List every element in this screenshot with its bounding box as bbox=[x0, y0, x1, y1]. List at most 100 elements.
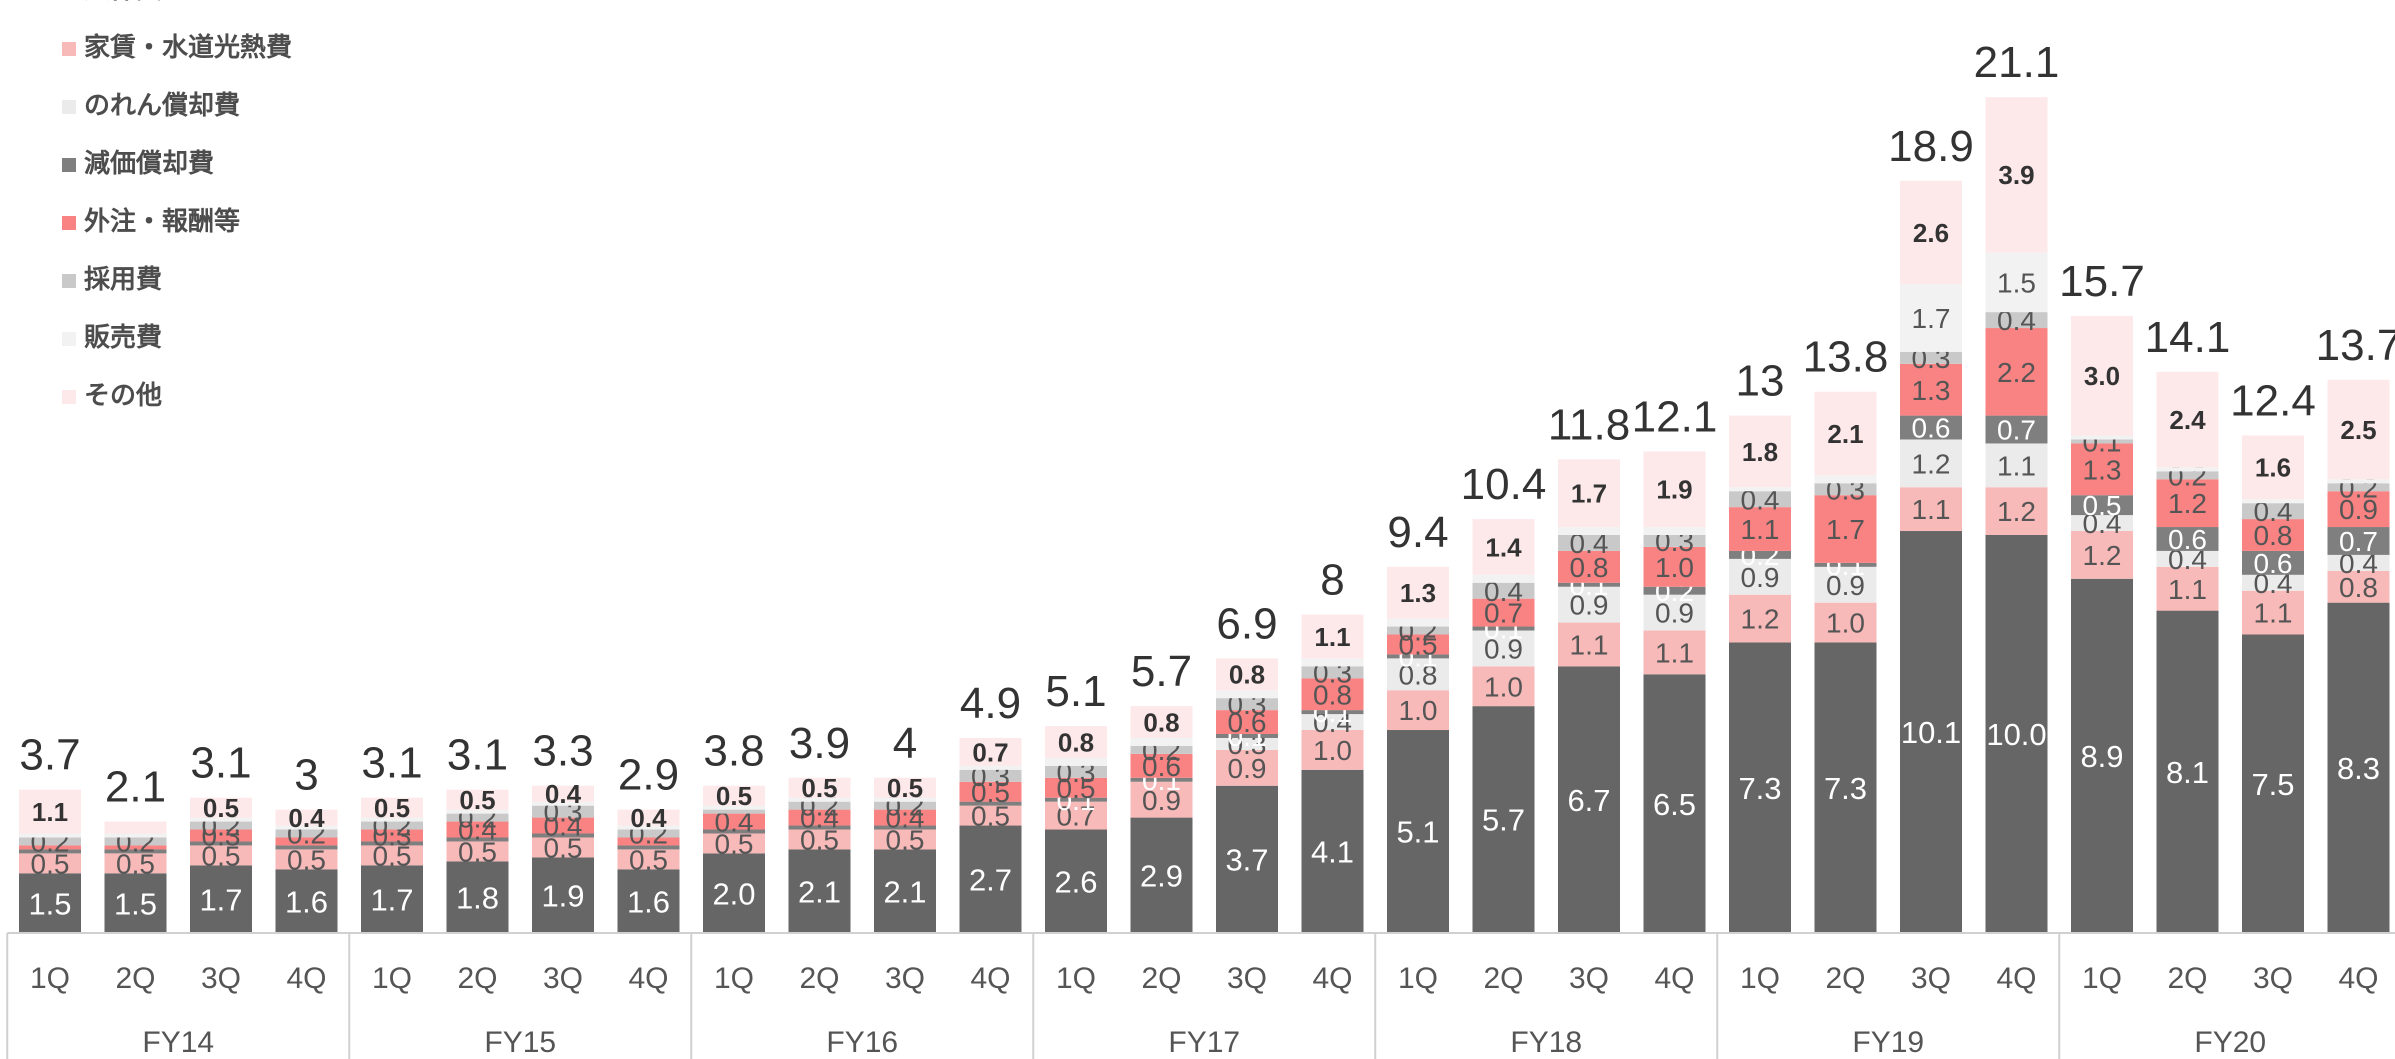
bar-segment bbox=[275, 849, 338, 870]
bar-segment bbox=[1130, 706, 1193, 738]
segment-value-label: 1.1 bbox=[1997, 450, 2036, 481]
bar-segment bbox=[1387, 634, 1449, 655]
bar-segment bbox=[1387, 658, 1449, 691]
legend-label: 減価償却費 bbox=[84, 149, 214, 179]
bar-segment bbox=[874, 801, 936, 810]
bar-segment bbox=[959, 825, 1022, 933]
bar-segment bbox=[361, 829, 423, 842]
segment-value-label: 0.6 bbox=[1142, 751, 1181, 782]
segment-value-label: 2.5 bbox=[2340, 415, 2376, 445]
bar-segment bbox=[1985, 328, 2048, 416]
bar-segment bbox=[703, 833, 765, 854]
bar-segment bbox=[1558, 527, 1620, 535]
legend-swatch bbox=[62, 274, 76, 288]
bar-segment bbox=[104, 845, 167, 850]
bar-segment bbox=[617, 837, 680, 846]
bar-segment bbox=[1387, 690, 1449, 731]
segment-value-label: 8.1 bbox=[2166, 755, 2209, 790]
bar-segment bbox=[446, 821, 509, 838]
bar-segment bbox=[190, 829, 252, 842]
bar-segment bbox=[446, 813, 509, 822]
segment-value-label: 2.6 bbox=[1913, 218, 1949, 248]
bar-segment bbox=[703, 829, 765, 834]
segment-value-label: 0.4 bbox=[288, 803, 325, 833]
bar-segment bbox=[2242, 634, 2304, 933]
segment-value-label: 1.1 bbox=[1314, 622, 1350, 652]
segment-value-label: 1.1 bbox=[1570, 630, 1609, 661]
segment-value-label: 0.6 bbox=[2254, 548, 2293, 579]
segment-value-label: 10.0 bbox=[1986, 717, 2046, 752]
segment-value-label: 1.0 bbox=[1484, 671, 1523, 702]
bar-segment bbox=[1216, 749, 1278, 786]
segment-value-label: 1.8 bbox=[1742, 437, 1778, 467]
segment-value-label: 1.0 bbox=[1399, 695, 1438, 726]
bar-total-label: 13 bbox=[1736, 357, 1785, 406]
bar-segment bbox=[1900, 439, 1962, 488]
bar-segment bbox=[1130, 753, 1193, 778]
quarter-tick-label: 2Q bbox=[799, 962, 839, 995]
bar-segment bbox=[1814, 391, 1877, 476]
bar-segment bbox=[1301, 730, 1364, 770]
bar-segment bbox=[1643, 451, 1706, 528]
bar-segment bbox=[361, 865, 423, 933]
segment-value-label: 0.8 bbox=[1399, 659, 1438, 690]
bar-segment bbox=[874, 829, 936, 850]
segment-value-label: 0.5 bbox=[287, 844, 326, 875]
bar-segment bbox=[1301, 678, 1364, 711]
bar-total-label: 2.1 bbox=[105, 763, 166, 812]
bar-total-label: 4 bbox=[893, 719, 917, 768]
bar-total-label: 3.1 bbox=[447, 731, 508, 780]
bar-segment bbox=[703, 813, 765, 830]
segment-value-label: 0.9 bbox=[1142, 785, 1181, 816]
bar-segment bbox=[1558, 586, 1620, 623]
segment-value-label: 1.3 bbox=[1400, 578, 1436, 608]
bar-segment bbox=[361, 821, 423, 830]
bar-segment bbox=[361, 841, 423, 846]
bar-segment bbox=[2242, 590, 2304, 635]
quarter-tick-label: 2Q bbox=[1141, 962, 1181, 995]
segment-value-label: 0.7 bbox=[1484, 598, 1523, 629]
segment-value-label: 0.5 bbox=[1057, 773, 1096, 804]
segment-value-label: 0.6 bbox=[1912, 413, 1951, 444]
bar-segment bbox=[874, 849, 936, 933]
bar-segment bbox=[2156, 550, 2219, 567]
segment-value-label: 1.9 bbox=[541, 878, 584, 913]
bar-segment bbox=[1472, 574, 1535, 583]
bar-segment bbox=[1301, 769, 1364, 933]
segment-value-label: 0.8 bbox=[1229, 660, 1265, 690]
segment-value-label: 2.9 bbox=[1140, 858, 1183, 893]
quarter-tick-label: 4Q bbox=[1996, 962, 2036, 995]
quarter-tick-label: 4Q bbox=[1654, 962, 1694, 995]
segment-value-label: 1.1 bbox=[32, 797, 68, 827]
bar-segment bbox=[361, 817, 423, 822]
segment-value-label: 1.2 bbox=[1912, 448, 1951, 479]
segment-value-label: 4.1 bbox=[1311, 835, 1354, 870]
bar-segment bbox=[2071, 443, 2133, 496]
bar-total-label: 3.7 bbox=[19, 731, 80, 780]
segment-value-label: 0.5 bbox=[31, 848, 70, 879]
segment-value-label: 6.7 bbox=[1567, 783, 1610, 818]
bar-segment bbox=[2071, 531, 2133, 579]
bar-total-label: 3.1 bbox=[190, 739, 251, 788]
bar-segment bbox=[617, 849, 680, 870]
bar-segment bbox=[1985, 415, 2048, 444]
segment-value-label: 5.1 bbox=[1396, 815, 1439, 850]
bar-segment bbox=[1985, 97, 2048, 253]
bar-segment bbox=[1216, 658, 1278, 691]
segment-value-label: 0.5 bbox=[203, 793, 239, 823]
quarter-tick-label: 2Q bbox=[2167, 962, 2207, 995]
bar-segment bbox=[2156, 610, 2219, 933]
bar-segment bbox=[1643, 674, 1706, 933]
segment-value-label: 1.0 bbox=[1655, 552, 1694, 583]
bar-segment bbox=[1216, 690, 1278, 699]
bar-segment bbox=[2327, 570, 2390, 603]
bar-segment bbox=[1643, 630, 1706, 675]
bar-segment bbox=[2071, 439, 2133, 444]
bar-segment bbox=[874, 797, 936, 802]
bar-segment bbox=[446, 789, 509, 810]
segment-value-label: 0.5 bbox=[2083, 490, 2122, 521]
segment-value-label: 1.2 bbox=[1997, 496, 2036, 527]
segment-value-label: 10.1 bbox=[1901, 715, 1961, 750]
segment-value-label: 0.8 bbox=[1570, 552, 1609, 583]
fiscal-year-label: FY14 bbox=[142, 1026, 214, 1059]
